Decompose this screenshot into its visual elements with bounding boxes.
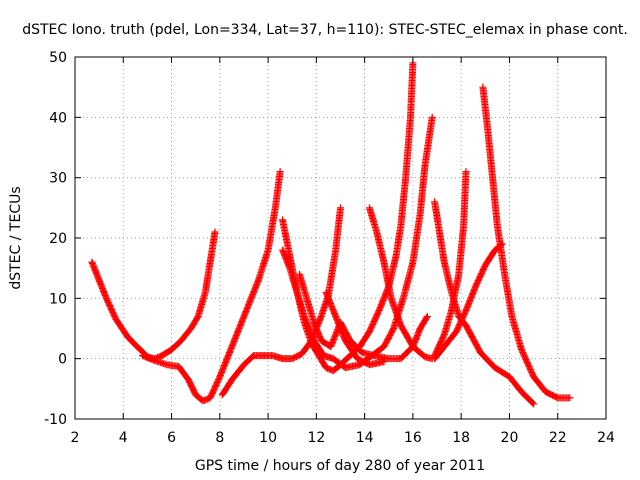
x-tick-label: 14: [356, 430, 374, 446]
y-tick-label: 30: [49, 171, 67, 187]
series-arc-11: [431, 168, 470, 360]
x-tick-label: 10: [259, 430, 277, 446]
data-series: [88, 59, 574, 408]
data-point-marker: [528, 399, 536, 407]
x-tick-label: 6: [167, 430, 176, 446]
series-arc-7: [322, 288, 388, 369]
chart-title: dSTEC Iono. truth (pdel, Lon=334, Lat=37…: [22, 22, 628, 38]
data-point-marker: [462, 168, 470, 176]
y-axis-label: dSTEC / TECUs: [8, 186, 24, 289]
series-arc-12: [479, 83, 574, 402]
x-axis-label: GPS time / hours of day 280 of year 2011: [195, 458, 485, 474]
y-tick-label: -10: [44, 412, 67, 428]
data-point-marker: [211, 228, 219, 236]
series-arc-2: [139, 168, 284, 405]
y-tick-label: 40: [49, 110, 67, 126]
series-arc-5: [279, 113, 436, 372]
x-tick-label: 18: [452, 430, 470, 446]
x-tick-label: 8: [215, 430, 224, 446]
y-tick-label: 50: [49, 50, 67, 66]
x-tick-label: 22: [549, 430, 567, 446]
data-point-marker: [566, 394, 574, 402]
y-tick-label: 0: [58, 352, 67, 368]
series-arc-9: [431, 198, 538, 408]
data-point-marker: [337, 204, 344, 212]
x-tick-label: 24: [597, 430, 615, 446]
y-tick-label: 20: [49, 231, 67, 247]
x-tick-label: 12: [307, 430, 325, 446]
x-tick-label: 20: [501, 430, 519, 446]
x-tick-label: 16: [404, 430, 422, 446]
data-point-marker: [380, 358, 388, 366]
series-arc-1: [88, 228, 219, 363]
data-point-marker: [428, 113, 436, 121]
x-tick-label: 2: [71, 430, 80, 446]
data-point-marker: [423, 312, 431, 320]
y-tick-label: 10: [49, 291, 67, 307]
x-tick-label: 4: [119, 430, 128, 446]
data-point-marker: [423, 314, 431, 322]
data-point-marker: [530, 400, 538, 408]
data-point-marker: [276, 168, 284, 176]
